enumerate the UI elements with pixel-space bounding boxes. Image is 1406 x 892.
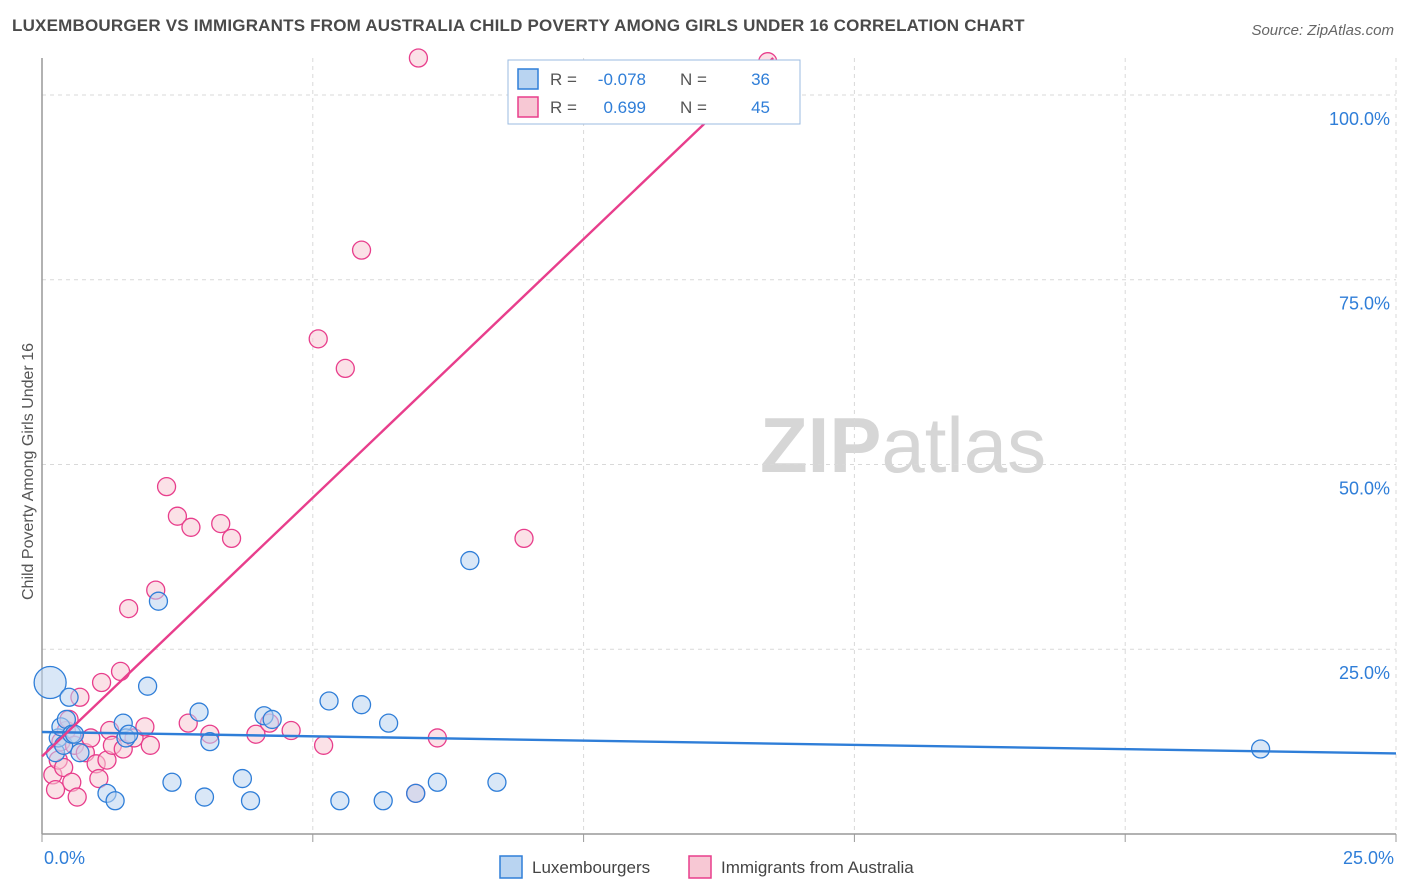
- point-luxembourgers: [1252, 740, 1270, 758]
- stats-legend-n-label: N =: [680, 70, 707, 89]
- point-luxembourgers: [488, 773, 506, 791]
- stats-legend-n-value: 36: [751, 70, 770, 89]
- point-luxembourgers: [380, 714, 398, 732]
- point-luxembourgers: [106, 792, 124, 810]
- point-luxembourgers: [60, 688, 78, 706]
- point-luxembourgers: [190, 703, 208, 721]
- point-luxembourgers: [428, 773, 446, 791]
- point-immigrants-australia: [223, 529, 241, 547]
- point-luxembourgers: [407, 784, 425, 802]
- stats-legend-swatch: [518, 97, 538, 117]
- point-immigrants-australia: [112, 662, 130, 680]
- point-immigrants-australia: [182, 518, 200, 536]
- point-luxembourgers: [331, 792, 349, 810]
- point-luxembourgers: [263, 710, 281, 728]
- stats-legend-r-value: -0.078: [598, 70, 646, 89]
- legend-label-luxembourgers: Luxembourgers: [532, 858, 650, 877]
- point-luxembourgers: [149, 592, 167, 610]
- point-luxembourgers: [233, 770, 251, 788]
- stats-legend-r-label: R =: [550, 98, 577, 117]
- point-luxembourgers: [374, 792, 392, 810]
- point-luxembourgers: [195, 788, 213, 806]
- point-immigrants-australia: [47, 781, 65, 799]
- point-luxembourgers: [71, 744, 89, 762]
- stats-legend-n-value: 45: [751, 98, 770, 117]
- y-tick-label: 100.0%: [1329, 109, 1390, 129]
- legend-swatch-immigrants-australia: [689, 856, 711, 878]
- point-immigrants-australia: [409, 49, 427, 67]
- point-luxembourgers: [353, 696, 371, 714]
- stats-legend-r-value: 0.699: [603, 98, 646, 117]
- point-immigrants-australia: [158, 478, 176, 496]
- legend-swatch-luxembourgers: [500, 856, 522, 878]
- y-tick-label: 50.0%: [1339, 478, 1390, 498]
- trendline-luxembourgers: [42, 732, 1396, 753]
- x-tick-label: 25.0%: [1343, 848, 1394, 868]
- point-immigrants-australia: [309, 330, 327, 348]
- point-immigrants-australia: [353, 241, 371, 259]
- scatter-chart: 0.0% 25.0% 25.0% 50.0% 75.0% 100.0% R = -0.078 N…: [0, 0, 1406, 892]
- stats-legend-n-label: N =: [680, 98, 707, 117]
- point-immigrants-australia: [141, 736, 159, 754]
- point-luxembourgers: [163, 773, 181, 791]
- point-luxembourgers: [65, 725, 83, 743]
- point-immigrants-australia: [93, 673, 111, 691]
- point-immigrants-australia: [120, 600, 138, 618]
- point-luxembourgers: [139, 677, 157, 695]
- point-immigrants-australia: [515, 529, 533, 547]
- point-immigrants-australia: [68, 788, 86, 806]
- point-immigrants-australia: [336, 359, 354, 377]
- trendline-immigrants-australia: [42, 58, 773, 756]
- legend-label-immigrants-australia: Immigrants from Australia: [721, 858, 914, 877]
- stats-legend-r-label: R =: [550, 70, 577, 89]
- point-luxembourgers: [320, 692, 338, 710]
- y-tick-label: 75.0%: [1339, 294, 1390, 314]
- stats-legend-swatch: [518, 69, 538, 89]
- y-tick-label: 25.0%: [1339, 663, 1390, 683]
- x-tick-label: 0.0%: [44, 848, 85, 868]
- point-luxembourgers: [242, 792, 260, 810]
- point-immigrants-australia: [315, 736, 333, 754]
- point-luxembourgers: [461, 552, 479, 570]
